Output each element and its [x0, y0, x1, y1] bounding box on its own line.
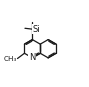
Text: Si: Si	[33, 25, 40, 34]
Text: N: N	[29, 53, 36, 62]
Text: CH₃: CH₃	[4, 56, 17, 62]
